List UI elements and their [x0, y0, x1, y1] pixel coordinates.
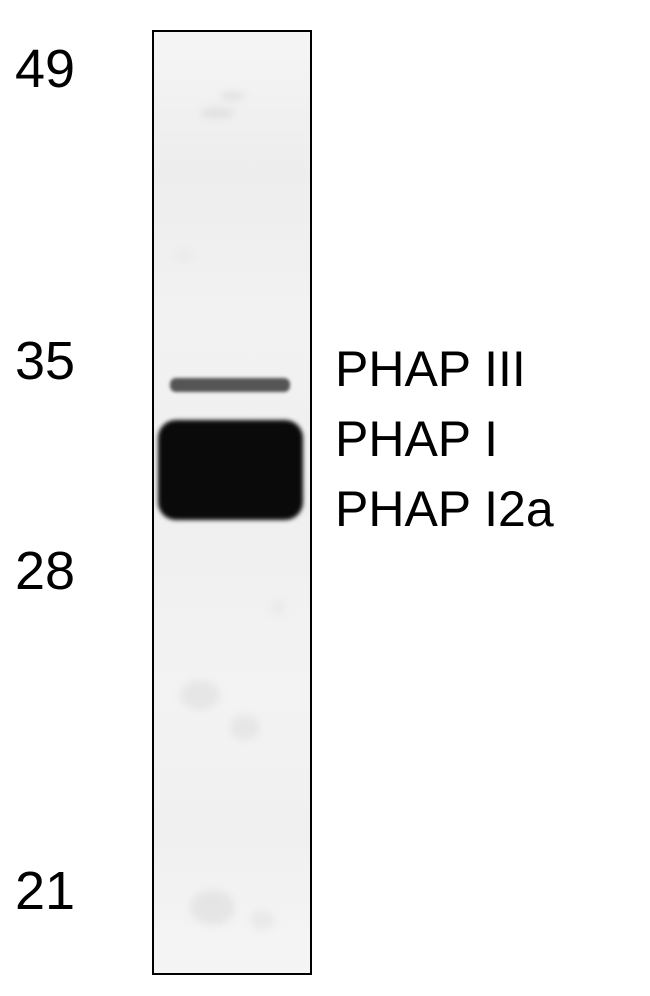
noise-spot [200, 108, 235, 118]
band-identification-label: PHAP I [335, 410, 498, 468]
protein-band [158, 420, 303, 520]
noise-spot [220, 92, 245, 100]
noise-spot [250, 910, 275, 930]
noise-spot [180, 680, 220, 710]
mw-marker-label: 49 [15, 38, 75, 100]
band-identification-label: PHAP I2a [335, 480, 554, 538]
mw-marker-label: 35 [15, 330, 75, 392]
band-identification-label: PHAP III [335, 340, 526, 398]
mw-marker-label: 28 [15, 540, 75, 602]
noise-spot [175, 250, 193, 262]
noise-spot [190, 890, 235, 925]
protein-band [170, 378, 290, 392]
noise-spot [270, 600, 285, 615]
mw-marker-label: 21 [15, 860, 75, 922]
noise-spot [230, 715, 260, 740]
